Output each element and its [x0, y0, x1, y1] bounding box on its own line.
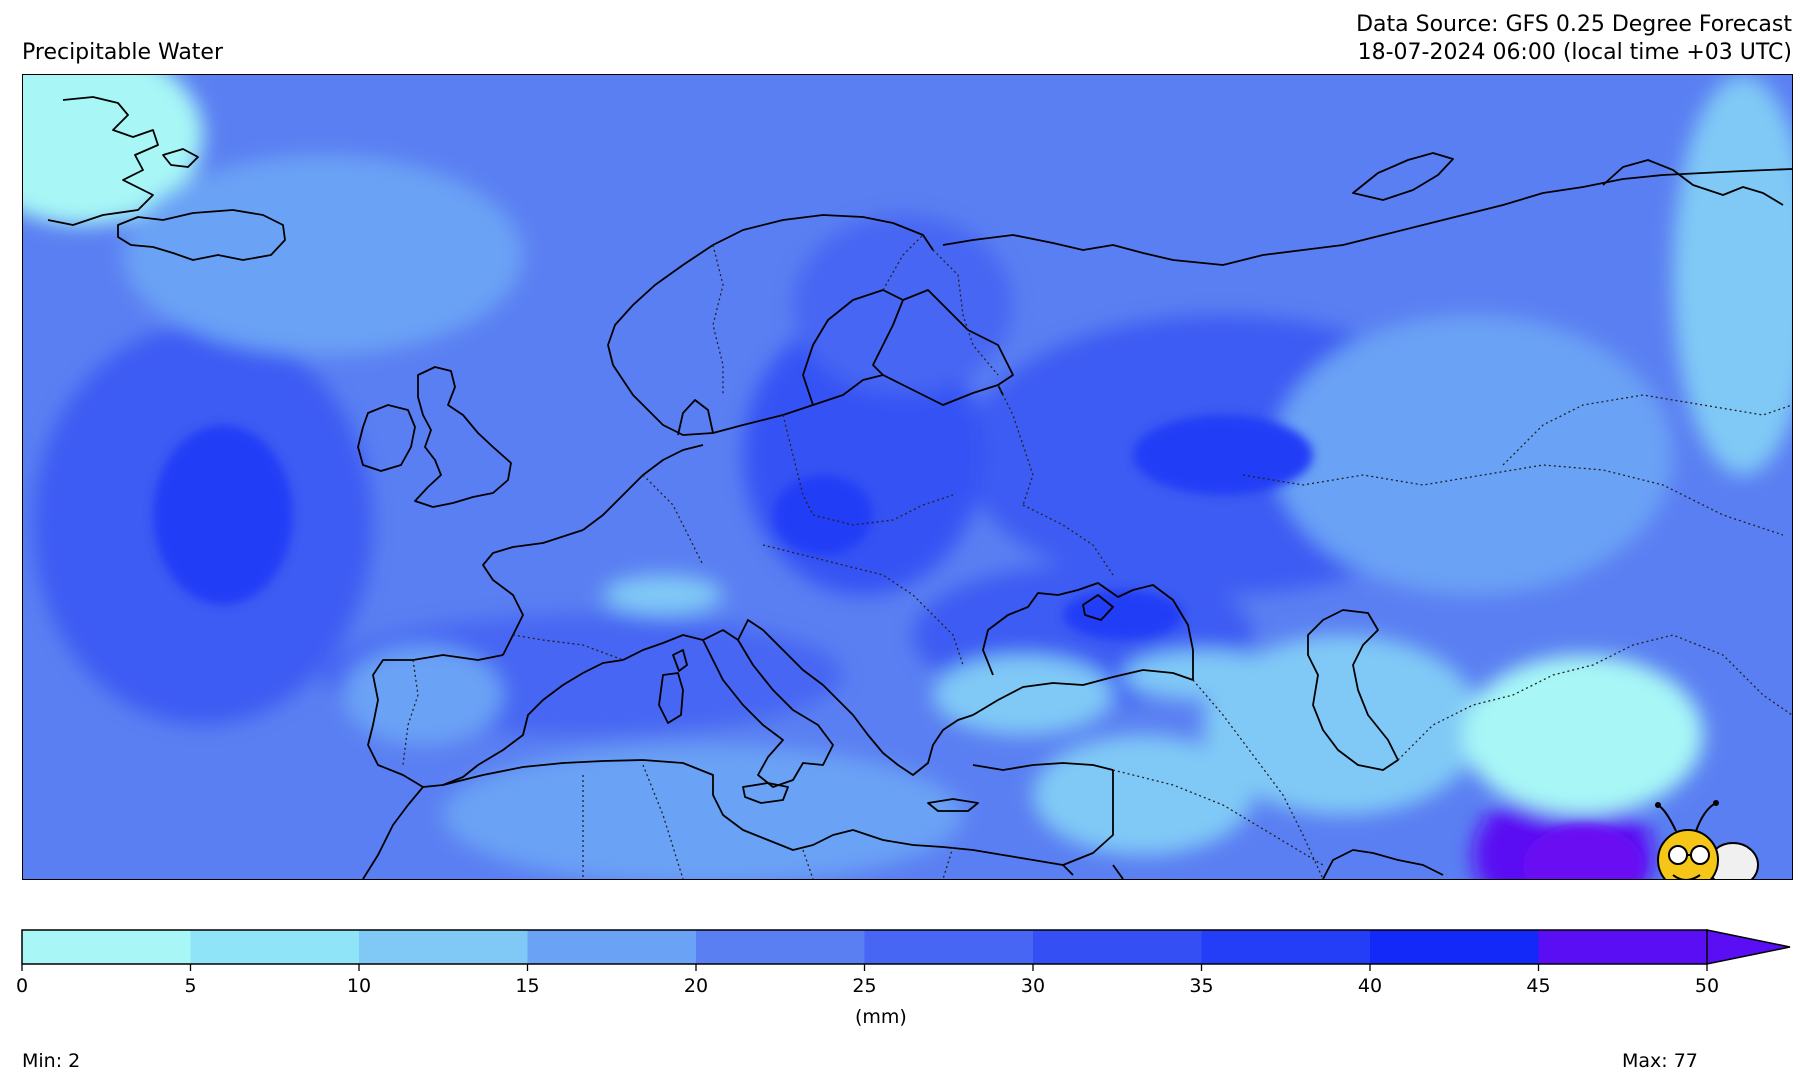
colorbar-bin-1 [190, 930, 360, 964]
kazakhstan-dry [1273, 315, 1673, 595]
field-detail [153, 415, 1643, 879]
west-africa-coast [362, 786, 424, 879]
colorbar-tick-label-7: 35 [1189, 975, 1213, 997]
novaya-zemlya-coast [1352, 152, 1454, 201]
taymyr-coast [1602, 159, 1784, 206]
greenland-dry [23, 75, 203, 225]
crimea-coast [1082, 594, 1114, 621]
border-north-africa [582, 764, 954, 879]
india-core [1523, 825, 1643, 879]
border-belarus-russia [997, 384, 1034, 506]
east-siberia-dry [1673, 75, 1792, 475]
kola-coast [942, 168, 1792, 266]
persian-gulf-coast [1322, 849, 1444, 879]
colorbar-tick-label-9: 45 [1526, 975, 1550, 997]
sardinia-coast [658, 672, 684, 724]
border-sweden-finland [882, 234, 924, 291]
colorbar-tick-label-1: 5 [184, 975, 196, 997]
france-atlantic-coast [482, 529, 584, 656]
sicily-coast [742, 782, 789, 804]
central-europe-core [773, 475, 873, 555]
adriatic-coast [737, 619, 854, 716]
turkey-dry [933, 655, 1113, 735]
colorbar-bin-9 [1538, 930, 1708, 964]
scandinavia-area [793, 215, 1013, 395]
colorbar-bin-4 [696, 930, 865, 964]
caspian-coast [1307, 609, 1399, 771]
border-poland-ukraine [812, 494, 954, 526]
field-contours [23, 75, 1792, 879]
greece-coast [852, 714, 974, 776]
precipitable-water-map [23, 75, 1792, 879]
border-iran [1192, 679, 1324, 879]
country-borders [402, 234, 1792, 879]
colorbar-bin-0 [22, 930, 191, 964]
colorbar-tick-label-6: 30 [1021, 975, 1045, 997]
colorbar-tick-label-5: 25 [852, 975, 876, 997]
colorbar-tick-label-4: 20 [684, 975, 708, 997]
alps-dry [603, 575, 723, 615]
colorbar-extend-arrow [1706, 929, 1791, 965]
ireland-coast [357, 404, 416, 472]
border-finland-russia [932, 249, 999, 376]
turkey-coast [972, 669, 1194, 716]
colorbar-bin-6 [1033, 930, 1202, 964]
colorbar-tick-label-10: 50 [1695, 975, 1719, 997]
atlantic-core [153, 425, 293, 605]
france-med-coast [622, 634, 704, 661]
map-panel [22, 74, 1793, 880]
colorbar-tick-label-3: 15 [515, 975, 539, 997]
black-sea-coast [982, 582, 1194, 680]
data-source: Data Source: GFS 0.25 Degree Forecast [1356, 12, 1792, 37]
border-russia-mongolia [1502, 394, 1792, 466]
colorbar-ticks: 0 5 10 15 20 25 30 35 40 45 50 [16, 964, 1719, 997]
map-title: Precipitable Water [22, 40, 224, 65]
colorbar-tick-label-8: 40 [1358, 975, 1382, 997]
colorbar-unit-label: (mm) [855, 1006, 907, 1028]
colorbar-bin-3 [527, 930, 697, 964]
crete-coast [927, 798, 979, 812]
great-britain-coast [414, 366, 512, 508]
corsica-coast [672, 649, 688, 672]
russia-core [1133, 415, 1313, 495]
svalbard-coast [162, 148, 199, 168]
colorbar-tick-label-0: 0 [16, 975, 28, 997]
colorbar-bin-2 [359, 930, 528, 964]
colorbar-bin-5 [864, 930, 1034, 964]
norway-coast [607, 214, 934, 366]
forecast-datetime: 18-07-2024 06:00 (local time +03 UTC) [1357, 40, 1792, 65]
border-spain-france [512, 634, 624, 661]
border-germany-poland [782, 414, 814, 516]
border-central-asia [1397, 634, 1792, 761]
baltic-coast [612, 364, 1004, 436]
colorbar-bin-8 [1370, 930, 1539, 964]
afghanistan-dry [1463, 655, 1703, 815]
max-value-label: Max: 77 [1622, 1050, 1698, 1072]
denmark-coast [677, 399, 714, 436]
bee-mascot-icon [1655, 800, 1759, 879]
caucasus-dry [1123, 650, 1283, 700]
iceland-coast [117, 209, 286, 261]
north-atlantic-dry [123, 155, 523, 355]
colorbar-bin-7 [1201, 930, 1371, 964]
arabia-dry [1033, 735, 1253, 855]
turkey-south-coast [972, 762, 1114, 771]
black-sea-core [1063, 590, 1183, 640]
colorbar-bins [21, 929, 1791, 965]
italy-coast [702, 629, 834, 788]
colorbar: 0 5 10 15 20 25 30 35 40 45 50 [16, 929, 1791, 997]
border-balkans [762, 544, 964, 666]
border-france-germany [642, 474, 704, 566]
border-spain-portugal [402, 659, 419, 766]
border-kazakhstan [1242, 464, 1784, 536]
north-africa-coast [442, 759, 1114, 866]
iberia-dry [343, 645, 503, 745]
greenland-coast [47, 96, 159, 226]
border-arabia [1112, 769, 1324, 866]
red-sea-coast [1062, 864, 1124, 879]
colorbar-tick-label-2: 10 [347, 975, 371, 997]
north-africa-dry [443, 745, 963, 879]
min-value-label: Min: 2 [22, 1050, 81, 1072]
